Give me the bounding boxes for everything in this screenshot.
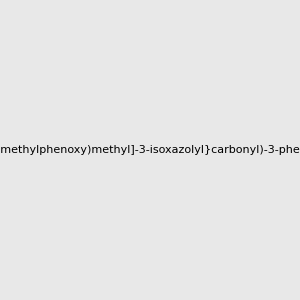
Text: 1-({5-[(2,6-dimethylphenoxy)methyl]-3-isoxazolyl}carbonyl)-3-phenylpiperidine: 1-({5-[(2,6-dimethylphenoxy)methyl]-3-is… bbox=[0, 145, 300, 155]
